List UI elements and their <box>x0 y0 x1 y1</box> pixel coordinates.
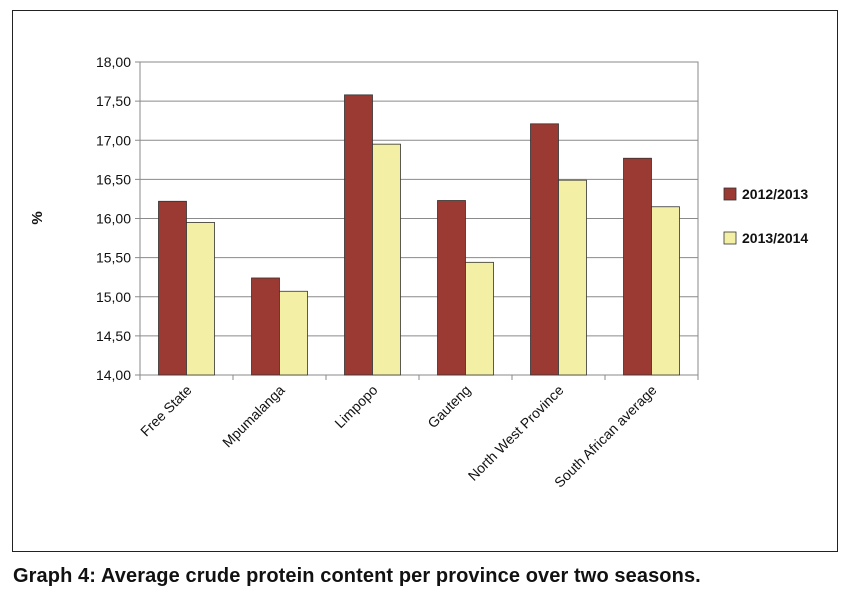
bar <box>186 222 215 376</box>
y-tick-label: 15,00 <box>96 289 131 305</box>
y-tick-label: 15,50 <box>96 250 131 266</box>
x-tick-label: North West Province <box>465 382 567 484</box>
bar <box>279 290 308 376</box>
legend-label: 2013/2014 <box>742 230 808 246</box>
bar <box>623 157 652 376</box>
y-tick-label: 14,50 <box>96 328 131 344</box>
gridlines <box>135 61 699 380</box>
y-tick-label: 18,00 <box>96 54 131 70</box>
legend-swatch <box>723 187 737 201</box>
x-tick-label: Gauteng <box>424 382 473 431</box>
bars <box>158 94 680 376</box>
legend-swatch <box>723 231 737 245</box>
y-tick-label: 16,50 <box>96 171 131 187</box>
x-tick-labels: Free State Mpumalanga Limpopo GautengNorth … <box>137 382 660 491</box>
y-axis-label: % <box>29 211 46 224</box>
bar <box>344 94 373 376</box>
bar <box>558 179 587 376</box>
bar <box>437 200 466 376</box>
bar <box>465 261 494 376</box>
bar <box>251 277 280 376</box>
x-tick-label: Limpopo <box>331 382 380 431</box>
y-tick-label: 16,00 <box>96 211 131 227</box>
x-tick-label: Free State <box>137 382 195 440</box>
x-tick-label: South African average <box>551 382 660 491</box>
bar <box>372 143 401 376</box>
y-tick-label: 17,00 <box>96 132 131 148</box>
legend: 2012/2013 2013/2014 <box>723 186 808 246</box>
chart-frame <box>12 10 838 552</box>
bar <box>651 206 680 376</box>
x-tick-label: Mpumalanga <box>219 382 288 451</box>
y-tick-labels: 14,00 14,50 15,00 15,50 16,00 16,50 17,00 17,50… <box>96 54 131 383</box>
bar <box>158 200 187 376</box>
legend-label: 2012/2013 <box>742 186 808 202</box>
bar-chart: 14,00 14,50 15,00 15,50 16,00 16,50 17,00 17,50… <box>29 54 808 491</box>
figure-caption: Graph 4: Average crude protein content p… <box>13 565 701 587</box>
y-tick-label: 14,00 <box>96 367 131 383</box>
y-tick-label: 17,50 <box>96 93 131 109</box>
bar <box>530 123 559 376</box>
